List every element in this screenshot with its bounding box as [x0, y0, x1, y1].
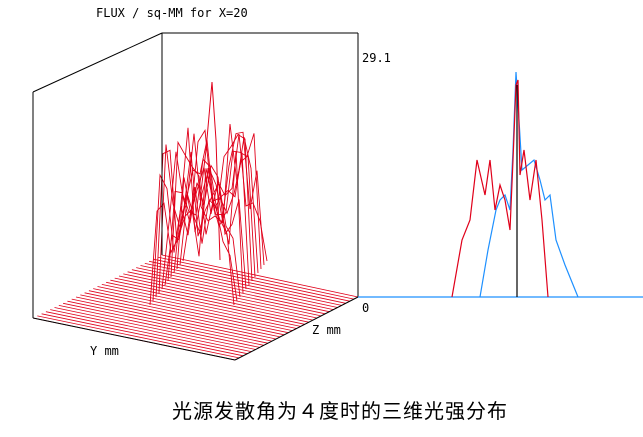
- surface-line: [155, 149, 241, 298]
- floor-line: [114, 277, 313, 321]
- surface-line: [158, 144, 244, 294]
- floor-line: [161, 254, 359, 298]
- plot-title: FLUX / sq-MM for X=20: [96, 6, 248, 20]
- caption: 光源发散角为４度时的三维光强分布: [172, 399, 508, 423]
- surface-line: [179, 131, 265, 266]
- floor-line: [41, 313, 244, 357]
- surface-line: [152, 173, 238, 302]
- y-axis-label: Y mm: [90, 344, 119, 358]
- floor-line: [67, 300, 268, 344]
- max-label: 29.1: [362, 51, 391, 65]
- surface-line: [161, 151, 247, 290]
- floor-line: [127, 271, 326, 315]
- floor-line: [45, 311, 248, 355]
- surface-line: [170, 140, 256, 278]
- floor-line: [123, 273, 322, 317]
- floor-line: [131, 269, 330, 313]
- surface-line: [173, 123, 259, 274]
- zero-label: 0: [362, 301, 369, 315]
- flux-surface: [149, 81, 268, 306]
- floor-line: [110, 279, 309, 323]
- floor-line: [149, 260, 346, 304]
- box-frame: [32, 32, 359, 361]
- surface-line: [182, 133, 268, 262]
- floor-line: [157, 256, 354, 300]
- floor-line: [101, 284, 301, 327]
- floor-line: [106, 281, 305, 325]
- floor-line: [54, 307, 256, 350]
- floor-line: [93, 288, 293, 331]
- surface-peak: [199, 81, 221, 261]
- floor-line: [58, 305, 260, 348]
- floor-line: [80, 294, 281, 338]
- floor-line: [97, 286, 297, 329]
- floor-line: [88, 290, 289, 334]
- z-axis-label: Z mm: [312, 323, 341, 337]
- floor-line: [71, 298, 272, 342]
- profile: [358, 71, 643, 298]
- floor-line: [84, 292, 285, 336]
- floor-line: [144, 263, 342, 306]
- floor-line: [50, 309, 252, 352]
- floor-line: [37, 315, 240, 359]
- floor-line: [75, 296, 277, 340]
- floor-line: [63, 302, 264, 346]
